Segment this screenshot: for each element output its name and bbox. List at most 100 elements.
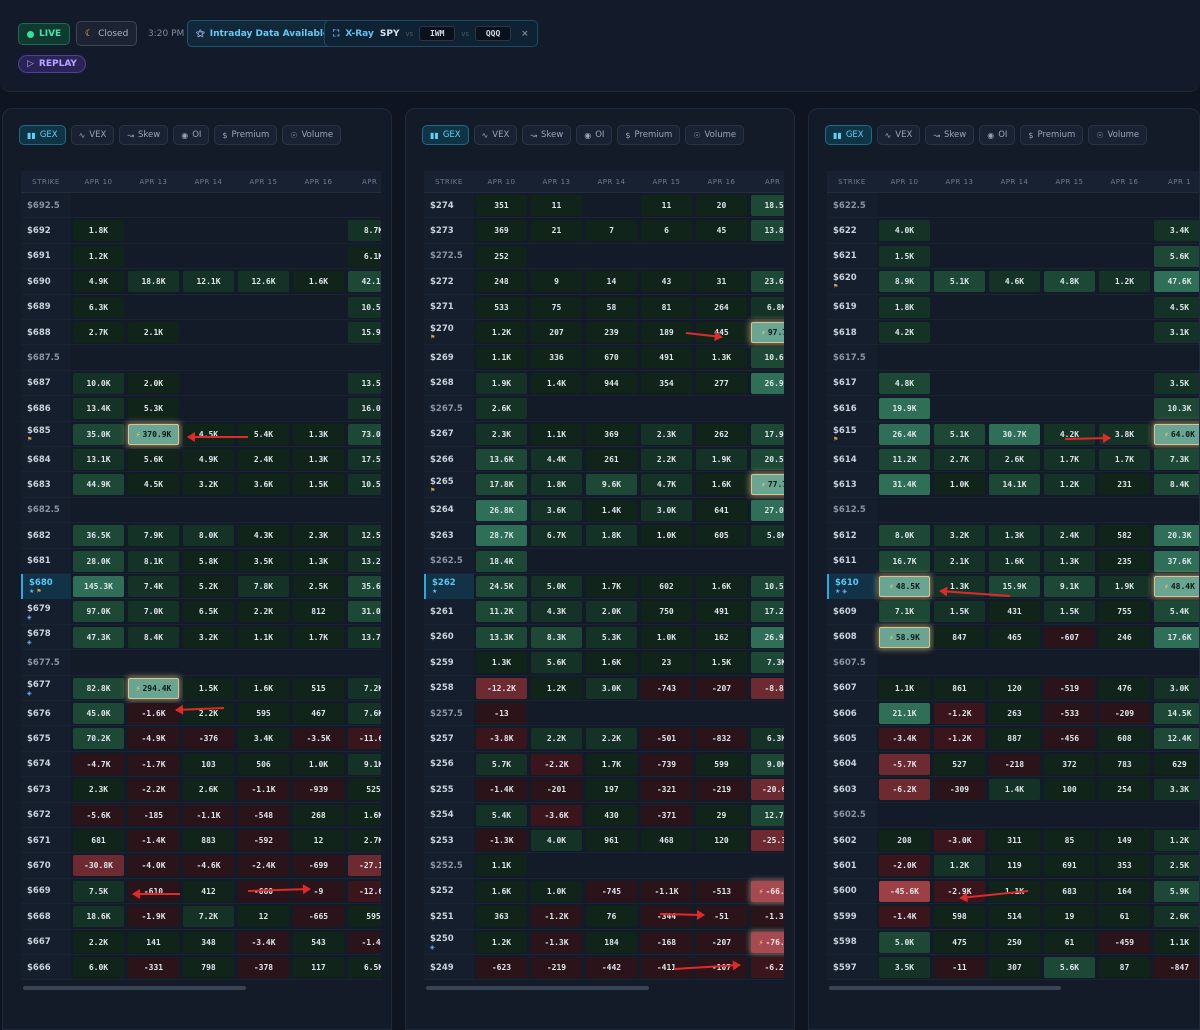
gex-cell[interactable]: 208: [879, 830, 930, 851]
gex-cell[interactable]: -185: [128, 804, 179, 826]
gex-cell[interactable]: 311: [989, 830, 1040, 851]
column-header-date[interactable]: APR 14: [987, 171, 1042, 193]
gex-cell[interactable]: 12.5K: [348, 525, 381, 547]
gex-cell[interactable]: -519: [1044, 677, 1095, 699]
gex-cell[interactable]: -513: [696, 880, 747, 902]
gex-cell[interactable]: 506: [238, 753, 289, 775]
gex-cell[interactable]: -1.2K: [531, 906, 582, 928]
gex-cell[interactable]: 207: [531, 322, 582, 343]
gex-cell[interactable]: 30.7K: [989, 423, 1040, 445]
gex-cell[interactable]: 681: [73, 830, 124, 851]
gex-cell[interactable]: -607: [1044, 626, 1095, 648]
gex-cell[interactable]: 2.6K: [476, 398, 527, 420]
gex-cell[interactable]: 431: [989, 601, 1040, 623]
gex-cell[interactable]: 28.0K: [73, 550, 124, 572]
column-header-date[interactable]: APR 10: [877, 171, 932, 193]
gex-cell[interactable]: 120: [696, 830, 747, 851]
gex-cell[interactable]: 4.2K: [879, 322, 930, 343]
gex-cell[interactable]: 1.6K: [476, 880, 527, 902]
gex-cell[interactable]: 5.1K: [934, 271, 985, 293]
gex-cell[interactable]: -201: [531, 779, 582, 801]
gex-cell[interactable]: 10.0K: [73, 372, 124, 394]
gex-cell[interactable]: 1.2K: [1154, 830, 1199, 851]
gex-cell[interactable]: 351: [476, 195, 527, 216]
gex-cell[interactable]: 8.3K: [531, 626, 582, 648]
gex-cell[interactable]: ⚡ 370.9K: [128, 423, 179, 445]
gex-cell[interactable]: -1.4K: [348, 931, 381, 953]
gex-cell[interactable]: 100: [1044, 779, 1095, 801]
gex-cell[interactable]: -1.9K: [128, 906, 179, 928]
gex-cell[interactable]: -9: [293, 880, 344, 902]
tab-oi[interactable]: ◉ OI: [979, 125, 1016, 145]
gex-cell[interactable]: 887: [989, 728, 1040, 750]
gex-cell[interactable]: -4.6K: [183, 855, 234, 877]
gex-cell[interactable]: 1.2K: [934, 855, 985, 877]
gex-cell[interactable]: 264: [696, 296, 747, 318]
gex-cell[interactable]: 468: [641, 830, 692, 851]
gex-cell[interactable]: 1.3K: [293, 550, 344, 572]
gex-cell[interactable]: 465: [989, 626, 1040, 648]
tab-gex[interactable]: ▮▮ GEX: [19, 125, 66, 145]
tab-vex[interactable]: ∿ VEX: [70, 125, 115, 145]
gex-cell[interactable]: 189: [641, 322, 692, 343]
gex-cell[interactable]: 2.4K: [1044, 525, 1095, 547]
gex-cell[interactable]: 2.3K: [641, 423, 692, 445]
gex-cell[interactable]: -847: [1154, 957, 1199, 978]
gex-cell[interactable]: -5.6K: [73, 804, 124, 826]
gex-cell[interactable]: -378: [238, 957, 289, 978]
horizontal-scrollbar[interactable]: [426, 986, 649, 991]
gex-cell[interactable]: 602: [641, 576, 692, 597]
gex-cell[interactable]: 24.5K: [476, 576, 527, 597]
gex-cell[interactable]: 430: [586, 804, 637, 826]
gex-cell[interactable]: -411: [641, 957, 692, 978]
xray-compare-bar[interactable]: ⛶ X-Ray SPY vs IWM vs QQQ ×: [324, 20, 538, 47]
gex-cell[interactable]: 21.1K: [879, 703, 930, 724]
gex-cell[interactable]: 2.4K: [238, 449, 289, 470]
tab-oi[interactable]: ◉ OI: [576, 125, 613, 145]
gex-cell[interactable]: 7: [586, 220, 637, 242]
gex-cell[interactable]: 605: [696, 525, 747, 547]
gex-cell[interactable]: -3.6K: [531, 804, 582, 826]
gex-cell[interactable]: 3.0K: [641, 499, 692, 521]
gex-cell[interactable]: 248: [476, 271, 527, 293]
gex-cell[interactable]: 7.8K: [238, 576, 289, 597]
gex-cell[interactable]: 13.5K: [348, 372, 381, 394]
gex-cell[interactable]: -533: [1044, 703, 1095, 724]
gex-cell[interactable]: 26.8K: [476, 499, 527, 521]
gex-cell[interactable]: -939: [293, 779, 344, 801]
gex-cell[interactable]: ⚡ 48.5K: [879, 576, 930, 597]
gex-cell[interactable]: -1.4K: [476, 779, 527, 801]
gex-cell[interactable]: 184: [586, 931, 637, 953]
gex-cell[interactable]: 1.4K: [586, 499, 637, 521]
gex-cell[interactable]: 2.1K: [934, 550, 985, 572]
gex-cell[interactable]: -20.6K: [751, 779, 784, 801]
gex-cell[interactable]: -4.7K: [73, 753, 124, 775]
gex-cell[interactable]: 1.6K: [586, 652, 637, 674]
gex-cell[interactable]: 2.3K: [293, 525, 344, 547]
gex-cell[interactable]: 755: [1099, 601, 1150, 623]
gex-cell[interactable]: 6.5K: [183, 601, 234, 623]
gex-cell[interactable]: 1.8K: [73, 220, 124, 242]
gex-cell[interactable]: 3.3K: [1154, 779, 1199, 801]
gex-cell[interactable]: 5.4K: [1154, 601, 1199, 623]
gex-cell[interactable]: 8.7K: [348, 220, 381, 242]
gex-cell[interactable]: 16.7K: [879, 550, 930, 572]
gex-cell[interactable]: 2.5K: [1154, 855, 1199, 877]
gex-cell[interactable]: 13.6K: [476, 449, 527, 470]
column-header-date[interactable]: APR 14: [181, 171, 236, 193]
gex-cell[interactable]: 353: [1099, 855, 1150, 877]
gex-cell[interactable]: 36.5K: [73, 525, 124, 547]
gex-cell[interactable]: 5.3K: [586, 626, 637, 648]
gex-cell[interactable]: 1.5K: [934, 601, 985, 623]
gex-cell[interactable]: -30.8K: [73, 855, 124, 877]
gex-cell[interactable]: 6.5K: [348, 957, 381, 978]
column-header-date[interactable]: APR 15: [639, 171, 694, 193]
gex-cell[interactable]: -25.3K: [751, 830, 784, 851]
gex-cell[interactable]: 17.9K: [751, 423, 784, 445]
gex-cell[interactable]: 2.2K: [586, 728, 637, 750]
replay-button[interactable]: ▷ REPLAY: [18, 55, 86, 73]
gex-cell[interactable]: 12.6K: [238, 271, 289, 293]
gex-cell[interactable]: 14.5K: [1154, 703, 1199, 724]
gex-cell[interactable]: 8.4K: [128, 626, 179, 648]
gex-cell[interactable]: -3.0K: [934, 830, 985, 851]
